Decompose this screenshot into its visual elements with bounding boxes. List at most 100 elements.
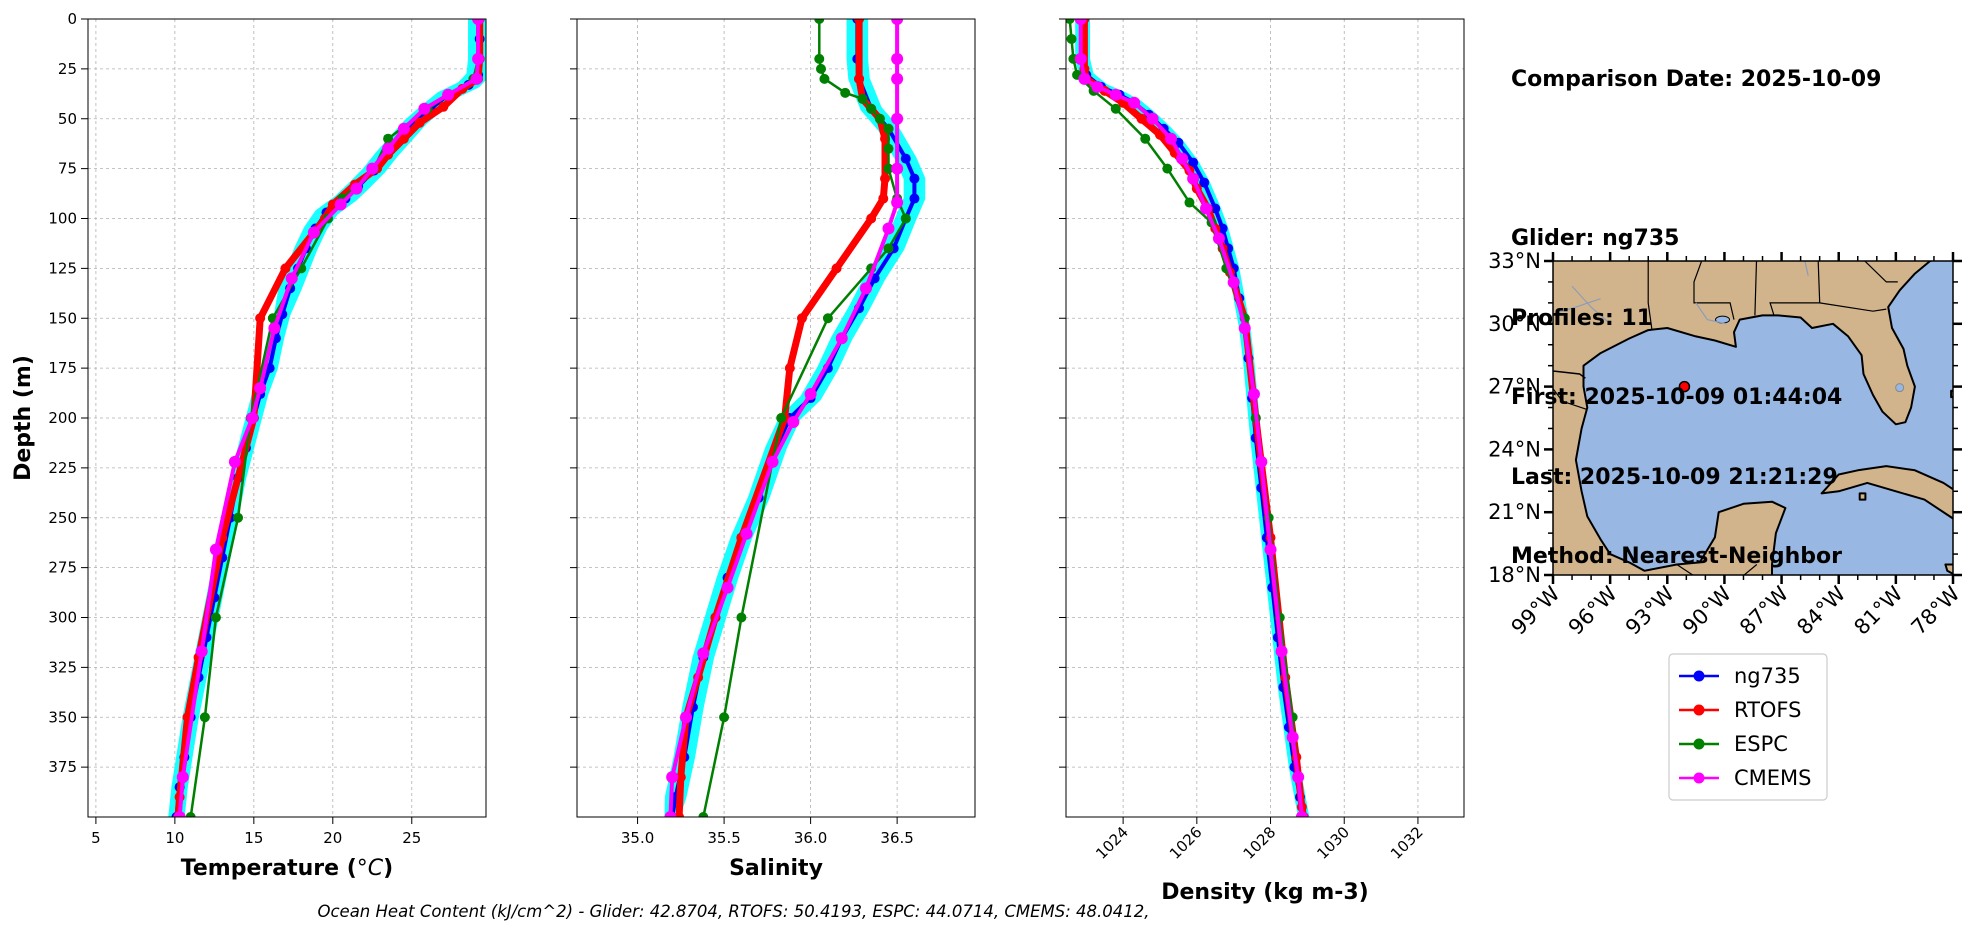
data-point: [822, 313, 833, 324]
legend-marker: [1693, 670, 1705, 682]
y-tick-label: 325: [48, 658, 77, 676]
data-point: [418, 102, 431, 115]
data-point: [280, 263, 291, 274]
legend-box: [1668, 653, 1828, 801]
state-border: [1647, 261, 1653, 331]
data-point: [1212, 232, 1225, 245]
y-tick-label: 200: [48, 409, 77, 427]
data-point: [470, 72, 483, 85]
first-profile-time: First: 2025-10-09 01:44:04: [1511, 385, 1843, 410]
data-point: [1074, 52, 1087, 65]
data-point: [1184, 197, 1195, 208]
data-point: [1200, 202, 1213, 215]
data-point: [1217, 223, 1228, 234]
x-tick-label: 1028: [1240, 823, 1280, 863]
data-point: [1188, 157, 1199, 168]
data-point: [854, 73, 865, 84]
data-point: [840, 87, 851, 98]
river: [1804, 261, 1809, 276]
data-point: [195, 645, 208, 658]
legend-entry-cmems: CMEMS: [1679, 766, 1812, 790]
data-point: [883, 243, 894, 254]
data-point: [1264, 543, 1277, 556]
series-line: [1078, 19, 1304, 817]
y-tick-label: 125: [48, 259, 77, 277]
lat-label: 18°N: [1488, 563, 1541, 587]
x-tick-label: 1026: [1166, 823, 1206, 863]
glider-location-marker: [1678, 380, 1691, 393]
data-point: [246, 412, 259, 424]
y-tick-label: 100: [48, 210, 77, 228]
data-point: [814, 19, 825, 24]
data-point: [1199, 177, 1210, 188]
data-point: [740, 527, 753, 540]
data-point: [776, 413, 787, 423]
data-point: [859, 282, 872, 295]
data-point: [1128, 96, 1141, 109]
data-point: [1078, 72, 1091, 85]
series-espc: [698, 19, 911, 817]
data-point: [900, 213, 911, 224]
data-point: [787, 415, 800, 428]
y-tick-label: 150: [48, 309, 77, 327]
data-point: [1247, 388, 1260, 401]
data-point: [736, 612, 747, 623]
data-point: [472, 52, 485, 65]
y-tick-label: 175: [48, 359, 77, 377]
river: [1554, 298, 1601, 314]
data-point: [1136, 113, 1147, 124]
data-point: [398, 133, 409, 144]
data-point: [814, 53, 825, 64]
data-point: [675, 772, 686, 783]
x-tick-label: 36.5: [880, 829, 913, 847]
legend-entry-rtofs: RTOFS: [1679, 698, 1801, 722]
x-tick-label: 1030: [1313, 823, 1353, 863]
state-border: [1819, 302, 1887, 312]
x-tick-label: 5: [91, 829, 101, 847]
data-point: [883, 143, 894, 154]
x-axis-label: Salinity: [729, 856, 823, 881]
data-point: [382, 142, 395, 155]
data-point: [719, 712, 730, 723]
plot-area: [168, 19, 486, 817]
y-axis-label: Depth (m): [11, 355, 36, 481]
legend: ng735 RTOFS ESPC CMEMS: [1668, 653, 1828, 801]
data-point: [255, 313, 266, 324]
data-point: [233, 512, 244, 523]
river: [1695, 302, 1727, 325]
comparison-info: Comparison Date: 2025-10-09 Glider: ng73…: [1511, 14, 1881, 597]
legend-entry-espc: ESPC: [1679, 732, 1788, 756]
data-point: [199, 712, 210, 723]
data-point: [721, 581, 734, 594]
last-profile-time: Last: 2025-10-09 21:21:29: [1511, 464, 1838, 490]
data-point: [1210, 203, 1221, 214]
data-point: [228, 455, 241, 468]
legend-label: ng735: [1734, 664, 1801, 688]
ohc-text: Ocean Heat Content (kJ/cm^2) - Glider: 4…: [317, 902, 1150, 921]
y-tick-label: 375: [48, 758, 77, 776]
series-cmems: [173, 19, 485, 817]
y-tick-label: 50: [58, 110, 77, 128]
data-point: [1238, 322, 1251, 335]
data-point: [866, 213, 877, 224]
legend-marker: [1693, 772, 1705, 784]
legend-label: RTOFS: [1734, 698, 1801, 722]
data-point: [891, 162, 904, 175]
data-point: [891, 72, 904, 85]
data-point: [383, 133, 394, 144]
comparison-date: Comparison Date: 2025-10-09: [1511, 67, 1882, 92]
data-point: [1286, 731, 1299, 744]
data-point: [350, 182, 363, 195]
data-point: [366, 162, 379, 175]
data-point: [414, 117, 425, 128]
y-tick-label: 25: [58, 60, 77, 78]
river: [1571, 285, 1611, 325]
data-point: [1109, 88, 1122, 101]
series-cmems: [664, 19, 904, 817]
data-point: [268, 322, 281, 335]
data-point: [334, 198, 347, 211]
legend-marker: [1693, 704, 1705, 716]
lat-label: 27°N: [1488, 375, 1541, 399]
data-point: [1140, 133, 1151, 144]
